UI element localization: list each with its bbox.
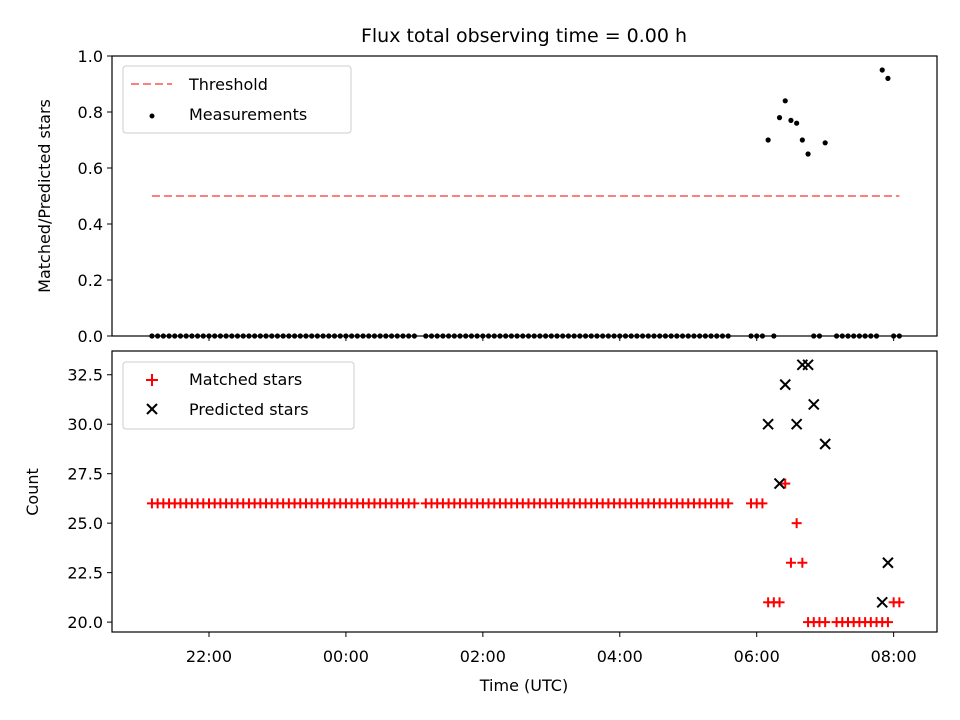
top-x-ticks [208,336,895,341]
x-axis-label: Time (UTC) [479,676,568,695]
predicted-star-point [808,398,820,411]
bottom-legend-box [122,361,355,430]
top-legend: Threshold Measurements [122,65,352,134]
measurement-point [782,98,788,104]
legend-measurements-swatch [149,113,155,119]
bottom-y-tick-label: 27.5 [67,465,103,484]
predicted-star-point [762,418,774,430]
bottom-y-tick-label: 32.5 [67,366,103,385]
predicted-star-point [882,557,894,569]
x-tick-label: 02:00 [460,647,506,666]
matched-star-point [894,597,905,608]
top-y-tick-label: 0.0 [78,327,103,346]
legend-threshold-label: Threshold [188,75,268,94]
top-plot-frame [111,55,938,337]
top-legend-box [122,65,352,134]
measurement-point [765,137,771,143]
predicted-star-point [773,477,786,490]
predicted-star-point [802,359,814,371]
legend-matched-swatch [146,374,158,386]
bottom-y-tick-label: 30.0 [67,415,103,434]
matched-star-point [723,498,734,509]
top-y-tick-label: 0.4 [78,215,103,234]
measurement-point [885,75,891,81]
top-y-ticks: 0.0 0.2 0.4 0.6 0.8 1.0 [78,47,112,346]
top-chart-title: Flux total observing time = 0.00 h [361,25,687,47]
measurement-point [805,151,811,157]
matched-star-point [882,617,893,628]
x-tick-label: 22:00 [186,647,232,666]
measurement-point [794,120,800,126]
legend-measurements-label: Measurements [189,105,307,124]
legend-predicted-label: Predicted stars [189,400,309,419]
x-tick-label: 08:00 [871,647,917,666]
legend-matched-label: Matched stars [189,370,302,389]
matched-star-point [757,498,768,509]
bottom-plot-frame [111,350,938,633]
x-tick-label: 04:00 [597,647,643,666]
matched-star-point [774,597,785,608]
top-panel: 0.0 0.2 0.4 0.6 0.8 1.0 Matched/Predicted sta… [35,47,938,346]
predicted-star-point [819,438,831,450]
matched-stars-points [146,478,905,628]
matched-star-point [797,557,808,568]
measurement-point [788,117,794,123]
predicted-star-point [876,596,888,609]
bottom-y-axis-label: Count [23,468,42,516]
bottom-y-tick-label: 25.0 [67,514,103,533]
top-y-axis-label: Matched/Predicted stars [35,99,54,293]
top-y-tick-label: 0.8 [78,103,103,122]
bottom-y-tick-label: 20.0 [67,613,103,632]
predicted-star-point [790,418,803,430]
legend-predicted-swatch [146,403,158,415]
top-y-tick-label: 0.6 [78,159,103,178]
predicted-star-point [779,378,791,391]
bottom-panel: 20.0 22.5 25.0 27.5 30.0 32.5 22:00 00:00 02:00… [23,336,938,695]
matched-star-point [409,498,420,509]
bottom-y-tick-label: 22.5 [67,564,103,583]
top-y-tick-label: 0.2 [78,271,103,290]
matched-star-point [791,518,802,529]
measurement-point [822,140,828,146]
bottom-y-ticks: 20.0 22.5 25.0 27.5 30.0 32.5 [67,366,112,632]
predicted-stars-points [762,359,894,609]
bottom-x-ticks: 22:00 00:00 02:00 04:00 06:00 08:00 [186,632,917,666]
measurement-point [879,67,885,73]
matched-star-point [820,617,831,628]
x-tick-label: 00:00 [323,647,369,666]
measurement-point [799,137,805,143]
matched-star-point [780,478,791,489]
top-y-tick-label: 1.0 [78,47,103,66]
measurement-point [776,115,783,121]
x-tick-label: 06:00 [734,647,780,666]
matched-star-point [785,557,796,568]
bottom-legend: Matched stars Predicted stars [122,361,355,430]
